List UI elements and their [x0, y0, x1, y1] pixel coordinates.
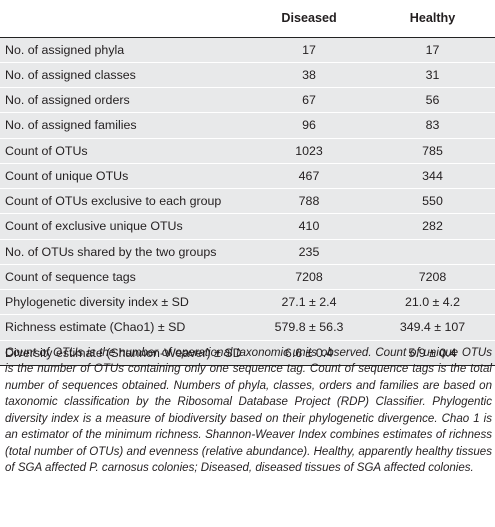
- table-row: No. of assigned orders 67 56: [0, 87, 495, 113]
- row-label: No. of assigned orders: [5, 93, 130, 108]
- healthy-value: 56: [425, 93, 440, 108]
- healthy-value: 17: [425, 42, 440, 57]
- diseased-value: 7208: [295, 269, 323, 284]
- healthy-value: 550: [422, 194, 443, 209]
- header-healthy: Healthy: [370, 0, 495, 38]
- table-row: No. of assigned classes 38 31: [0, 62, 495, 88]
- table-row: Count of sequence tags 7208 7208: [0, 264, 495, 290]
- diseased-value: 467: [298, 168, 320, 183]
- healthy-value: 344: [422, 168, 443, 183]
- row-label: Diversity estimate (Shannon-Weaver) ± SD: [5, 345, 242, 360]
- header-diseased: Diseased: [248, 0, 370, 38]
- table-row: No. of assigned families 96 83: [0, 112, 495, 138]
- healthy-value: 7208: [418, 269, 447, 284]
- row-label: Richness estimate (Chao1) ± SD: [5, 320, 186, 335]
- footnote-text-part1: Count of OTUs is the number of operation…: [5, 347, 492, 475]
- healthy-value: 785: [422, 143, 443, 158]
- diseased-value: 38: [302, 67, 316, 82]
- row-label: Count of OTUs: [5, 143, 88, 158]
- table-row: No. of OTUs shared by the two groups 235: [0, 239, 495, 265]
- diseased-value: 96: [302, 118, 316, 133]
- diseased-value: 1023: [295, 143, 323, 158]
- diseased-value: 6.6 ± 0.4: [284, 345, 334, 360]
- row-label: No. of assigned phyla: [5, 42, 125, 57]
- healthy-value: 282: [422, 219, 443, 234]
- diseased-value: 67: [302, 93, 316, 108]
- diseased-value: 410: [298, 219, 320, 234]
- table-row: Count of unique OTUs 467 344: [0, 163, 495, 189]
- table-row: Count of OTUs 1023 785: [0, 138, 495, 164]
- diseased-value: 235: [298, 244, 320, 259]
- healthy-value: 5.9 ± 0.4: [408, 345, 457, 360]
- table-row: Diversity estimate (Shannon-Weaver) ± SD…: [0, 340, 495, 366]
- row-label: Count of sequence tags: [5, 269, 136, 284]
- row-label: Count of unique OTUs: [5, 168, 129, 183]
- row-label: No. of OTUs shared by the two groups: [5, 244, 217, 259]
- row-label: Count of OTUs exclusive to each group: [5, 194, 222, 209]
- footnote-genus: P. carnosus: [89, 462, 149, 475]
- table-row: Count of exclusive unique OTUs 410 282: [0, 213, 495, 239]
- row-label: No. of assigned classes: [5, 67, 136, 82]
- table-header-row: Diseased Healthy: [0, 0, 495, 38]
- table-footnote: Count of OTUs is the number of operation…: [5, 345, 492, 477]
- footnote-text-part2: colonies; Diseased, diseased tissues of …: [148, 462, 474, 475]
- table-row: Richness estimate (Chao1) ± SD 579.8 ± 5…: [0, 314, 495, 340]
- table-row: Count of OTUs exclusive to each group 78…: [0, 188, 495, 214]
- healthy-value: 349.4 ± 107: [399, 320, 466, 335]
- row-label: No. of assigned families: [5, 118, 137, 133]
- diseased-value: 27.1 ± 2.4: [281, 295, 337, 310]
- row-label: Count of exclusive unique OTUs: [5, 219, 183, 234]
- table-row: No. of assigned phyla 17 17: [0, 37, 495, 63]
- healthy-value: 83: [425, 118, 440, 133]
- diseased-value: 17: [302, 42, 316, 57]
- row-label: Phylogenetic diversity index ± SD: [5, 295, 189, 310]
- header-corner: [0, 0, 248, 38]
- healthy-value: [370, 239, 495, 264]
- otu-statistics-table: Diseased Healthy No. of assigned phyla 1…: [0, 0, 495, 366]
- diseased-value: 788: [298, 194, 320, 209]
- diseased-value: 579.8 ± 56.3: [274, 320, 344, 335]
- healthy-value: 21.0 ± 4.2: [404, 295, 461, 310]
- healthy-value: 31: [425, 67, 440, 82]
- table-row: Phylogenetic diversity index ± SD 27.1 ±…: [0, 289, 495, 315]
